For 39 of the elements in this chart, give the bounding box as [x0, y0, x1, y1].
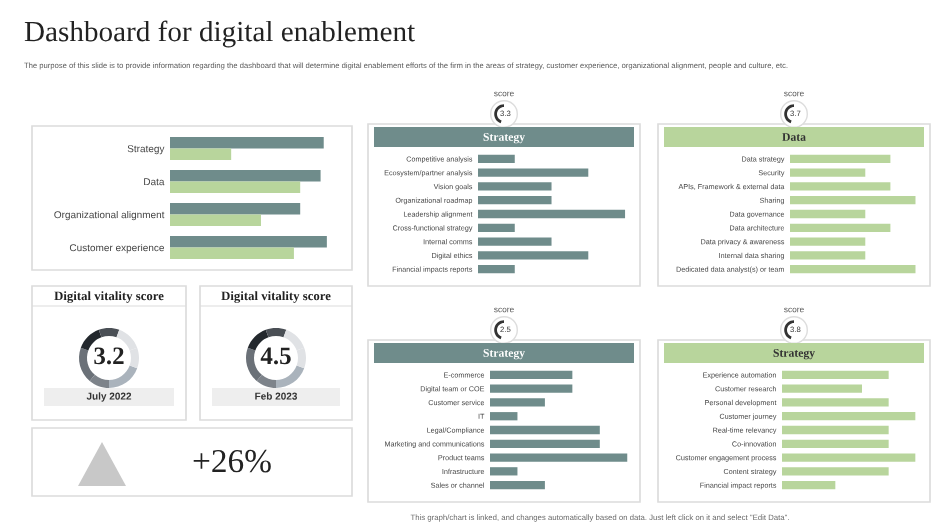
text: 4.5: [260, 347, 291, 365]
bar: [490, 384, 573, 393]
bar: [478, 182, 552, 191]
bar: [478, 209, 626, 219]
bar: [170, 181, 301, 194]
bar: [170, 202, 301, 215]
bar: [782, 384, 862, 393]
bar: [170, 247, 294, 260]
bar: [170, 169, 321, 182]
bar: [478, 237, 552, 246]
bar: [170, 136, 324, 149]
bar: [478, 223, 515, 232]
text: +26%: [193, 449, 271, 473]
bar: [490, 412, 518, 421]
bar: [490, 425, 600, 435]
bar: [478, 154, 515, 164]
bar: [782, 480, 836, 490]
bar: [490, 453, 628, 462]
bar: [170, 148, 232, 161]
bar: [478, 264, 515, 274]
bar: [478, 196, 552, 205]
bar: [782, 453, 916, 462]
bar: [490, 370, 573, 380]
bar: [170, 235, 327, 248]
bar: [782, 370, 889, 380]
bar: [782, 412, 916, 421]
bar: [490, 467, 518, 476]
text: 3.2: [94, 347, 124, 365]
bar: [478, 168, 589, 177]
bar: [782, 439, 889, 448]
bar: [782, 398, 889, 407]
bar: [490, 480, 545, 490]
bar: [490, 439, 600, 448]
bar: [782, 467, 889, 476]
bar: [490, 398, 545, 407]
text: Dashboard for digital enablement: [24, 20, 416, 48]
bar: [782, 425, 889, 435]
bar: [170, 214, 261, 227]
bar: [478, 251, 589, 260]
